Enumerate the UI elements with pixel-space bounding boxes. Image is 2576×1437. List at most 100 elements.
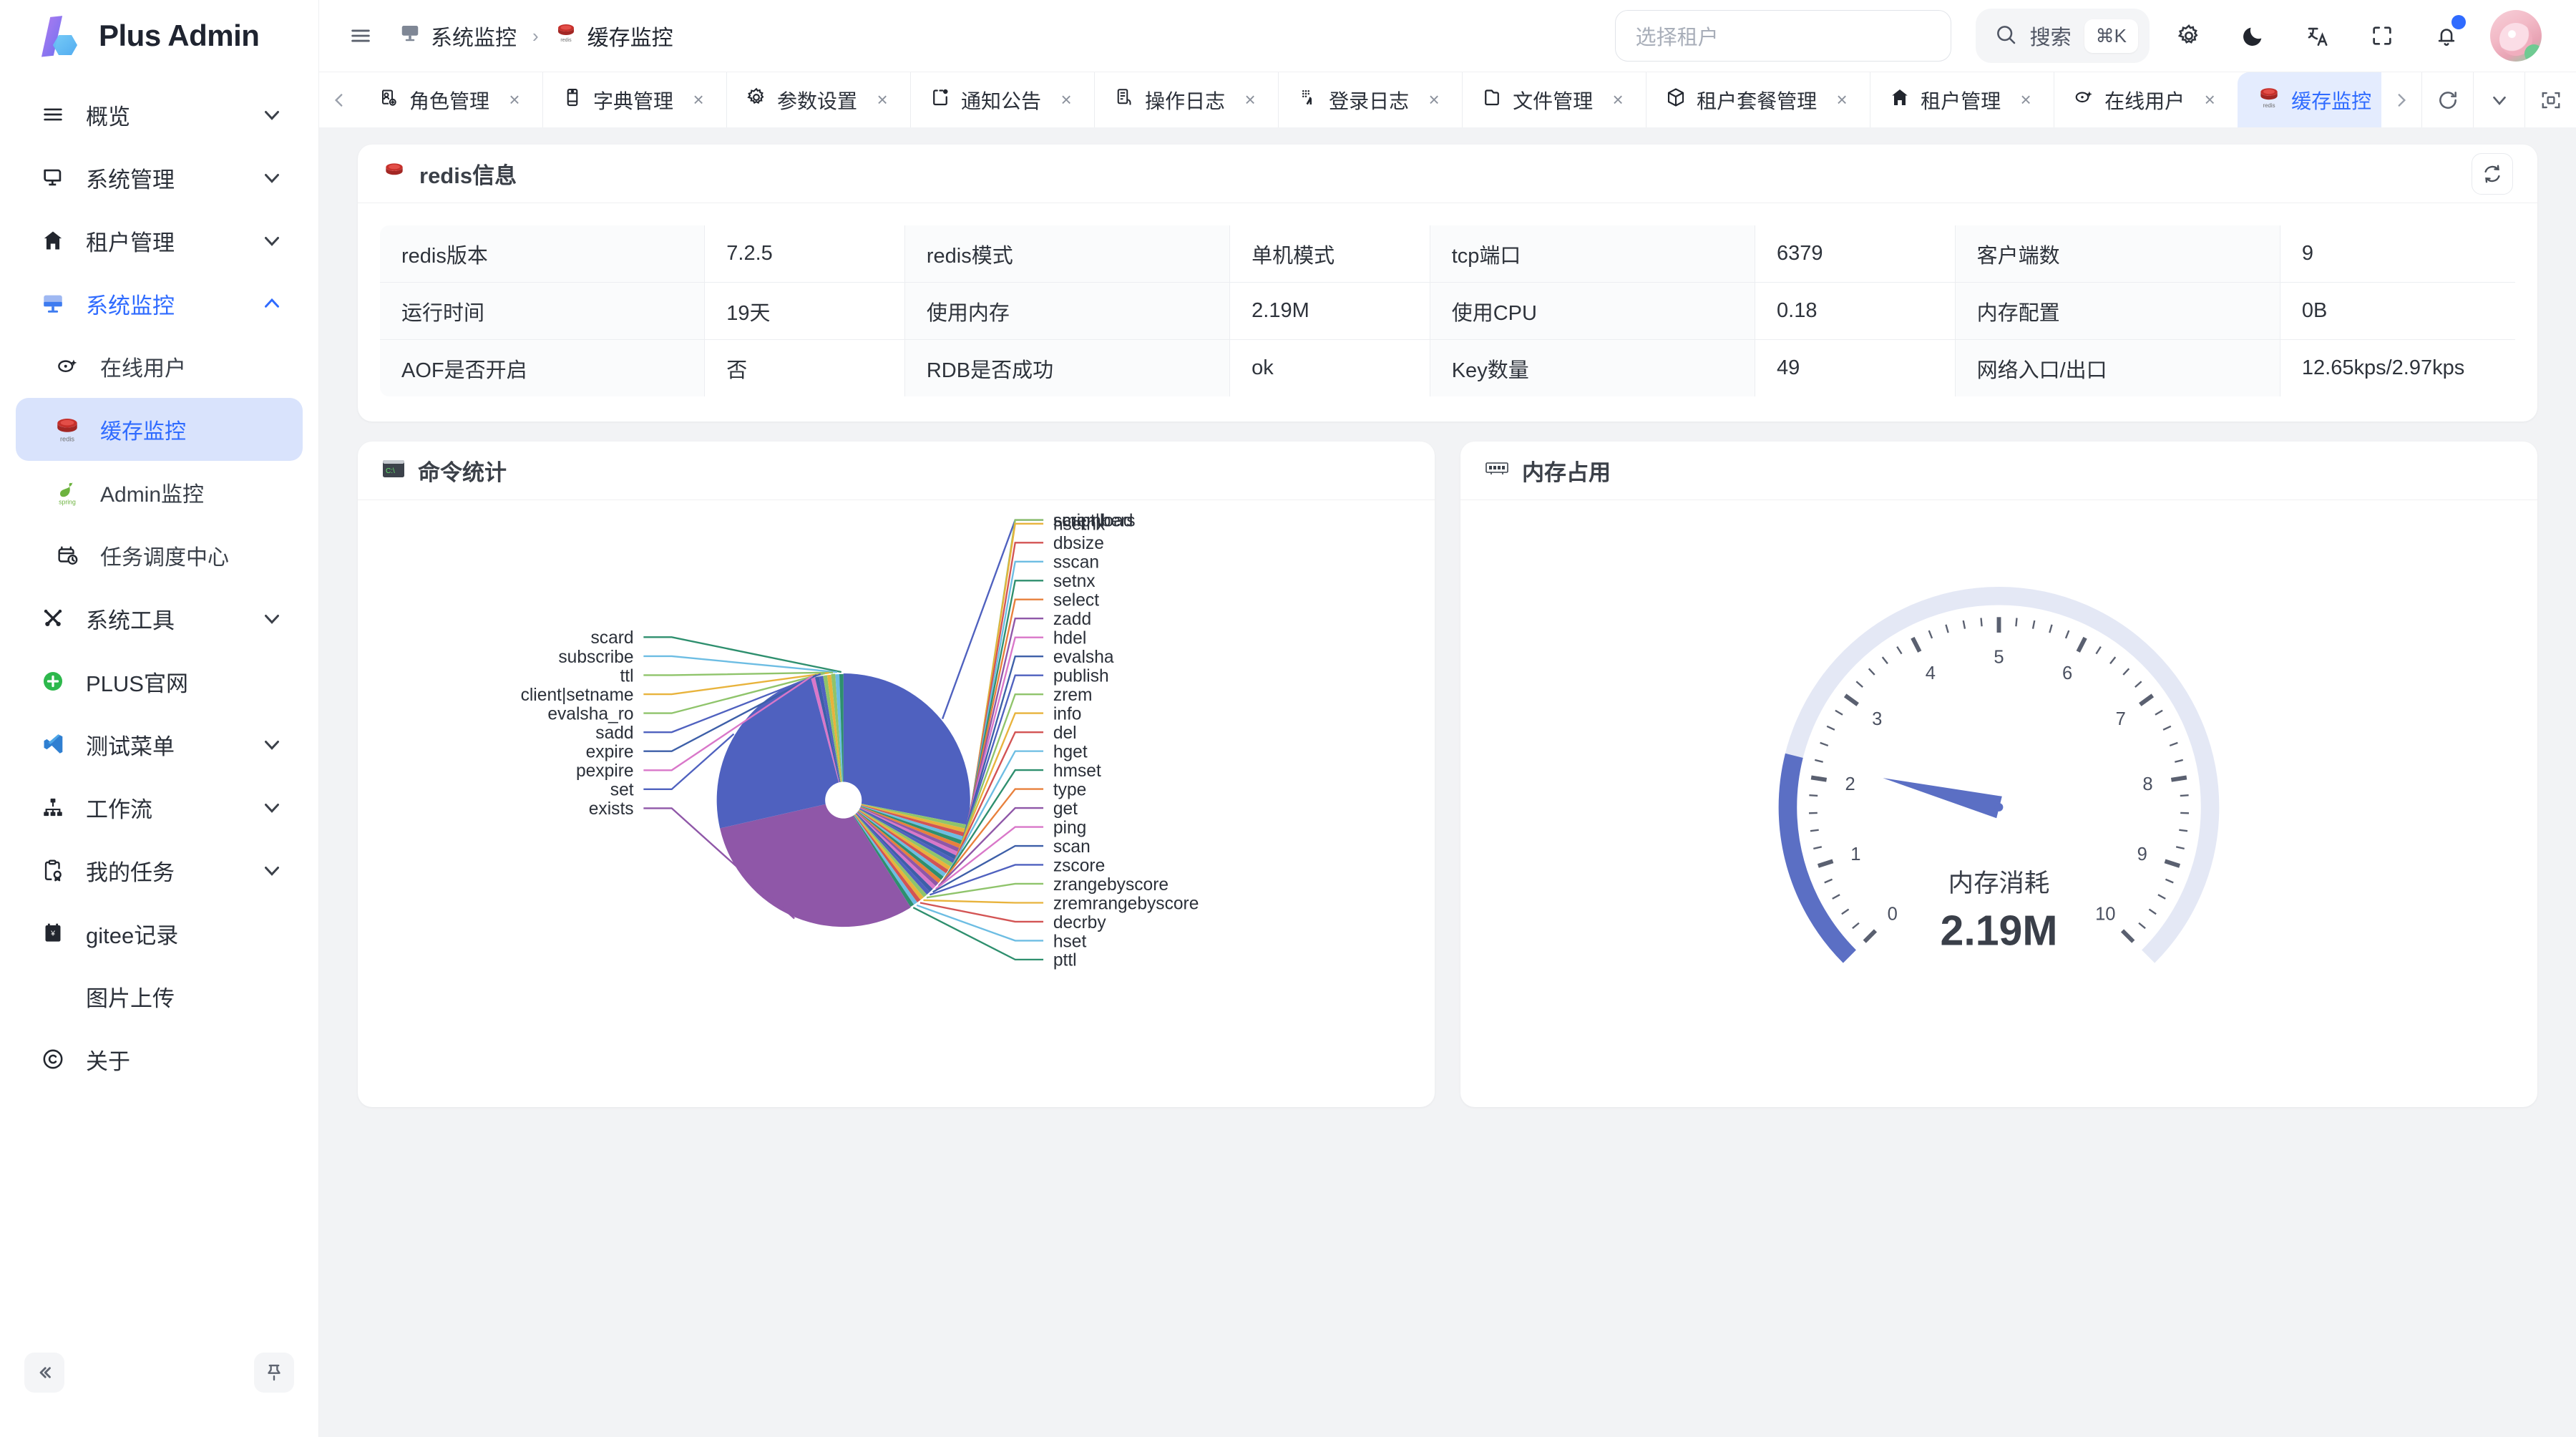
breadcrumb-item-system-monitor[interactable]: 系统监控 — [399, 20, 517, 52]
pie-slice[interactable] — [839, 673, 844, 782]
tab-8[interactable]: 租户套餐管理 × — [1646, 72, 1870, 127]
search-button[interactable]: 搜索 ⌘K — [1975, 9, 2150, 63]
sidebar-item-16[interactable]: 关于 — [16, 1028, 303, 1091]
collapse-sidebar-button[interactable] — [24, 1353, 64, 1393]
pie-slice[interactable] — [855, 814, 927, 897]
notifications-button[interactable] — [2421, 11, 2472, 61]
sidebar-item-13[interactable]: 我的任务 — [16, 839, 303, 902]
user-avatar[interactable] — [2490, 10, 2542, 62]
fullscreen-button[interactable] — [2357, 11, 2407, 61]
chevron-down-icon[interactable] — [260, 732, 284, 756]
tab-2[interactable]: 字典管理 × — [542, 72, 726, 127]
tab-close-icon[interactable]: × — [1428, 89, 1440, 110]
pie-slice[interactable] — [861, 804, 965, 837]
tab-close-icon[interactable]: × — [693, 89, 704, 110]
chevron-up-icon[interactable] — [260, 291, 284, 316]
maximize-content-button[interactable] — [2524, 72, 2576, 127]
hamburger-icon[interactable] — [341, 16, 381, 56]
pie-slice[interactable] — [811, 677, 839, 783]
pie-slice[interactable] — [843, 673, 970, 825]
pin-icon[interactable] — [254, 1353, 294, 1393]
sidebar-item-14[interactable]: ¥ gitee记录 — [16, 902, 303, 965]
memory-usage-gauge[interactable]: 0 1 2 3 4 5 6 7 8 9 10 内存消耗 2.19M — [1460, 500, 2537, 1107]
sidebar-item-12[interactable]: 工作流 — [16, 776, 303, 839]
sidebar-item-1[interactable]: 概览 — [16, 83, 303, 146]
pie-slice[interactable] — [860, 807, 962, 849]
sidebar-item-6[interactable]: redis 缓存监控 — [16, 398, 303, 461]
pie-slice[interactable] — [826, 674, 842, 782]
sidebar-item-2[interactable]: 系统管理 — [16, 146, 303, 209]
tab-close-icon[interactable]: × — [877, 89, 888, 110]
tab-scroll-left-button[interactable] — [319, 72, 359, 127]
language-button[interactable] — [2293, 11, 2343, 61]
sidebar-item-5[interactable]: 在线用户 — [16, 335, 303, 398]
tab-3[interactable]: 参数设置 × — [726, 72, 910, 127]
pie-slice[interactable] — [720, 804, 911, 927]
dark-mode-button[interactable] — [2228, 11, 2278, 61]
settings-button[interactable] — [2164, 11, 2214, 61]
tab-close-icon[interactable]: × — [1244, 89, 1256, 110]
pie-slice[interactable] — [859, 807, 960, 857]
pie-slice[interactable] — [814, 676, 840, 783]
pie-slice[interactable] — [857, 812, 939, 887]
pie-slice[interactable] — [823, 675, 841, 782]
pie-slice[interactable] — [858, 810, 949, 874]
pie-slice[interactable] — [853, 815, 914, 907]
tab-10[interactable]: 在线用户 × — [2054, 72, 2238, 127]
sidebar-item-9[interactable]: 系统工具 — [16, 587, 303, 650]
breadcrumb-item-cache-monitor[interactable]: redis 缓存监控 — [555, 20, 673, 52]
pie-slice[interactable] — [857, 811, 944, 880]
refresh-tab-button[interactable] — [2421, 72, 2473, 127]
sidebar-item-11[interactable]: 测试菜单 — [16, 713, 303, 776]
pie-slice[interactable] — [831, 673, 843, 782]
pie-slice[interactable] — [860, 805, 965, 841]
chevron-down-icon[interactable] — [260, 165, 284, 190]
pie-slice[interactable] — [859, 809, 953, 867]
tab-close-icon[interactable]: × — [509, 89, 520, 110]
sidebar-item-4[interactable]: 系统监控 — [16, 272, 303, 335]
pie-slice[interactable] — [860, 806, 963, 845]
chevron-down-icon[interactable] — [260, 795, 284, 819]
tab-close-icon[interactable]: × — [1612, 89, 1624, 110]
pie-slice[interactable] — [859, 809, 951, 870]
tab-more-button[interactable] — [2473, 72, 2524, 127]
pie-slice[interactable] — [856, 813, 933, 892]
pie-slice[interactable] — [861, 804, 967, 829]
redis-info-refresh-button[interactable] — [2472, 152, 2513, 195]
pie-slice[interactable] — [854, 814, 917, 905]
tab-1[interactable]: 角色管理 × — [359, 72, 542, 127]
pie-slice[interactable] — [859, 809, 955, 863]
command-stats-chart[interactable]: smembers script|load hsetnx dbsize sscan setn… — [358, 500, 1435, 1107]
tab-close-icon[interactable]: × — [2020, 89, 2031, 110]
pie-slice[interactable] — [856, 812, 936, 890]
tab-6[interactable]: 登录日志 × — [1278, 72, 1462, 127]
pie-slice[interactable] — [861, 804, 967, 833]
tab-4[interactable]: 通知公告 × — [910, 72, 1094, 127]
tab-close-icon[interactable]: × — [1060, 89, 1072, 110]
pie-slice[interactable] — [859, 808, 957, 859]
tab-9[interactable]: 租户管理 × — [1870, 72, 2054, 127]
tenant-select[interactable]: 选择租户 — [1614, 10, 1951, 62]
chevron-down-icon[interactable] — [260, 102, 284, 127]
tab-scroll-right-button[interactable] — [2381, 72, 2421, 127]
pie-slice[interactable] — [854, 814, 921, 902]
pie-slice[interactable] — [860, 807, 960, 852]
pie-slice[interactable] — [835, 674, 843, 782]
sidebar-item-8[interactable]: 任务调度中心 — [16, 524, 303, 587]
pie-slice[interactable] — [819, 676, 841, 782]
sidebar-item-3[interactable]: 租户管理 — [16, 209, 303, 272]
pie-slice[interactable] — [857, 812, 942, 883]
sidebar-item-15[interactable]: 图片上传 — [16, 965, 303, 1028]
pie-slice[interactable] — [855, 813, 930, 895]
tab-close-icon[interactable]: × — [2204, 89, 2215, 110]
pie-slice[interactable] — [716, 677, 839, 829]
pie-slice[interactable] — [854, 814, 924, 900]
chevron-down-icon[interactable] — [260, 606, 284, 630]
brand[interactable]: Plus Admin — [0, 0, 318, 72]
sidebar-item-10[interactable]: PLUS官网 — [16, 650, 303, 713]
tab-close-icon[interactable]: × — [1836, 89, 1848, 110]
tab-7[interactable]: 文件管理 × — [1462, 72, 1646, 127]
chevron-down-icon[interactable] — [260, 228, 284, 253]
sidebar-item-7[interactable]: spring Admin监控 — [16, 461, 303, 524]
